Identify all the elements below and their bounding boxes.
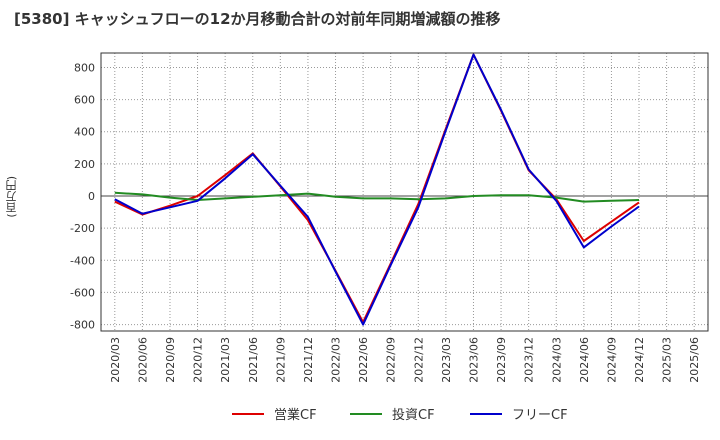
series-layer — [114, 53, 640, 326]
x-tick-label: 2020/03 — [109, 337, 122, 383]
x-tick-label: 2021/06 — [247, 337, 260, 383]
chart-title: [5380] キャッシュフローの12か月移動合計の対前年同期増減額の推移 — [14, 10, 501, 28]
y-tick-label: -600 — [70, 286, 95, 299]
x-tick-label: 2023/09 — [495, 337, 508, 383]
y-tick-label: -200 — [70, 222, 95, 235]
legend-label: 営業CF — [274, 407, 317, 423]
legend-label: フリーCF — [512, 408, 568, 423]
x-tick-label: 2021/12 — [302, 337, 315, 383]
x-tick-label: 2024/06 — [578, 337, 591, 383]
x-tick-label: 2020/12 — [192, 337, 205, 383]
y-tick-label: 800 — [74, 61, 95, 74]
x-tick-label: 2020/06 — [136, 337, 149, 383]
y-tick-label: -400 — [70, 254, 95, 267]
x-tick-label: 2025/06 — [688, 337, 701, 383]
legend: 営業CF 投資CF フリーCF — [232, 407, 568, 423]
x-tick-label: 2024/03 — [550, 337, 563, 383]
x-tick-label: 2021/09 — [274, 337, 287, 383]
x-tick-label: 2022/06 — [357, 337, 370, 383]
x-tick-label: 2025/03 — [661, 337, 674, 383]
x-tick-label: 2023/03 — [440, 337, 453, 383]
series-line — [114, 53, 640, 324]
y-tick-label: 400 — [74, 126, 95, 139]
series-line — [114, 53, 640, 326]
series-line — [114, 191, 640, 203]
y-tick-label: 600 — [74, 94, 95, 107]
x-tick-label: 2023/06 — [467, 337, 480, 383]
x-tick-label: 2021/03 — [219, 337, 232, 383]
x-tick-label: 2024/12 — [633, 337, 646, 383]
y-tick-labels: 800 600 400 200 0 -200 -400 -600 -800 — [70, 61, 95, 331]
x-tick-labels: 2020/03 2020/06 2020/09 2020/12 2021/03 2021/… — [109, 337, 701, 383]
y-tick-label: 200 — [74, 158, 95, 171]
y-tick-label: 0 — [88, 190, 95, 203]
x-tick-label: 2020/09 — [164, 337, 177, 383]
y-tick-label: -800 — [70, 319, 95, 332]
grid-lines — [101, 53, 708, 331]
x-tick-label: 2024/09 — [605, 337, 618, 383]
x-tick-label: 2022/03 — [330, 337, 343, 383]
x-tick-label: 2023/12 — [523, 337, 536, 383]
legend-label: 投資CF — [392, 407, 435, 423]
plot-frame — [100, 52, 709, 332]
x-tick-label: 2022/12 — [412, 337, 425, 383]
x-tick-label: 2022/09 — [385, 337, 398, 383]
